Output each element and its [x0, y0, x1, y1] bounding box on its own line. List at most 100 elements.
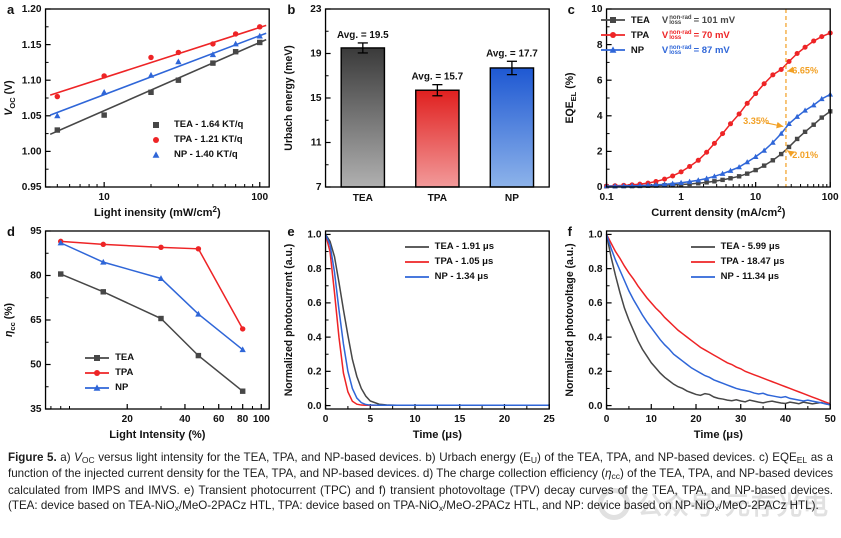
caption-segment: x [438, 503, 444, 513]
x-tick-label: 5 [368, 414, 374, 425]
line-swatch-icon [690, 245, 715, 248]
legend-label: TPA - 1.21 KT/q [173, 134, 243, 146]
svg-text:VOC (V): VOC (V) [3, 80, 17, 115]
svg-text:Urbach energy (meV): Urbach energy (meV) [283, 45, 295, 150]
line-swatch-icon [690, 260, 715, 263]
y-tick-label: 1.05 [22, 111, 42, 122]
watermark: 公众号·元存光电 [597, 486, 829, 522]
x-axis-ticks: 20 40 60 80 100 [50, 404, 270, 425]
x-tick-label: 0 [603, 414, 609, 425]
square-marker-swatch-icon [85, 354, 110, 361]
caption-segment: V [74, 451, 82, 464]
x-tick-label: 15 [454, 414, 466, 425]
line-swatch-icon [404, 275, 429, 278]
axes: 7 11 15 19 23 Urbach energy (meV) [283, 4, 331, 193]
legend-item: NP [84, 381, 134, 395]
y-axis-label: Urbach energy (meV) [283, 45, 295, 150]
annotation-label: 6.65% [792, 65, 818, 75]
series-TEA [603, 109, 833, 189]
legend-series-name: TEA [630, 14, 650, 26]
triangle-marker-swatch-icon [152, 151, 160, 158]
x-axis-ticks: 10 100 [56, 182, 269, 203]
plot-frame [325, 8, 551, 188]
x-axis-ticks: 0 5 10 15 20 25 [323, 404, 556, 425]
y-tick-label: 4 [597, 111, 603, 122]
legend-label: TPA [115, 367, 134, 379]
bar-avg-label: Avg. = 19.5 [337, 30, 389, 41]
y-tick-label: 11 [311, 138, 322, 149]
figure-panels: a 10 100 0.95 1.00 1.05 1.10 1.15 1.20 Light ine… [0, 0, 841, 444]
x-tick-label: 40 [179, 414, 191, 425]
y-tick-label: 95 [30, 226, 42, 237]
y-tick-label: 15 [311, 93, 323, 104]
y-tick-label: 0.8 [588, 264, 602, 275]
y-tick-label: 0.4 [588, 332, 602, 343]
panel-b-urbach-energy: b 7 11 15 19 23 Urbach energy (meV) Avg. = 19.… [280, 0, 560, 222]
bar-NP [489, 67, 535, 188]
caption-segment: ) of the TEA, TPA, and NP-based devices … [8, 467, 833, 512]
caption-segment: cc [611, 471, 621, 482]
legend-label: NP - 11.34 μs [720, 271, 780, 283]
y-tick-label: 0.95 [22, 182, 42, 193]
y-tick-label: 23 [311, 4, 323, 15]
panel-c-chart: 0.1 1 10 100 0 2 4 6 8 10 Current density (mA/cm2)… [564, 4, 839, 219]
caption-segment: η [605, 467, 612, 481]
series-TEA [605, 234, 831, 406]
legend-label: TEA [115, 352, 135, 364]
svg-text:Normalized photocurrent (a.u.): Normalized photocurrent (a.u.) [283, 244, 295, 397]
x-axis-label: Light inensity (mW/cm2) [94, 205, 221, 219]
x-tick-label: 1 [678, 192, 684, 203]
triangle-marker-swatch-icon [600, 46, 625, 54]
panel-c-eqe-el: c 0.1 1 10 100 0 2 4 6 8 10 Current density (mA/cm… [561, 0, 841, 222]
legend-item: TPA - 1.05 μs [404, 255, 494, 269]
y-tick-label: 80 [30, 271, 42, 282]
y-tick-label: 0.8 [308, 264, 322, 275]
x-tick-label: 30 [735, 414, 747, 425]
series-NP [325, 234, 550, 406]
series-TEA [57, 271, 246, 394]
x-tick-label: 20 [122, 414, 134, 425]
caption-segment: Figure 5. [8, 451, 57, 464]
caption-segment: x [174, 503, 179, 513]
panel-label-f: f [567, 224, 572, 239]
panel-label-b: b [287, 2, 296, 17]
x-tick-label: 20 [690, 414, 702, 425]
x-tick-label: 20 [499, 414, 511, 425]
caption-segment: OC [81, 455, 95, 465]
line-swatch-icon [404, 260, 429, 263]
y-axis-label: VOC (V) [3, 80, 17, 115]
triangle-marker-swatch-icon [85, 384, 110, 391]
panel-e-tpc-decay: e 0 5 10 15 20 25 0.0 0.2 0.4 0.6 0.8 1.0 Time (μs) N… [280, 222, 560, 444]
x-axis-label: Current density (mA/cm2) [651, 205, 785, 219]
series-NP [605, 234, 831, 406]
x-tick-label: 100 [251, 192, 268, 203]
x-tick-label: 60 [213, 414, 225, 425]
legend-item: TEA [84, 351, 134, 365]
legend-item: TPA [84, 366, 134, 380]
svg-text:EQEEL (%): EQEEL (%) [564, 72, 578, 123]
y-axis-label: EQEEL (%) [564, 72, 578, 123]
y-tick-label: 0.0 [308, 401, 322, 412]
figure-caption: Figure 5. a) VOC versus light intensity … [0, 444, 841, 514]
panel-a-voc-vs-light-intensity: a 10 100 0.95 1.00 1.05 1.10 1.15 1.20 Light ine… [0, 0, 280, 222]
x-tick-label: 50 [824, 414, 836, 425]
plot-frame [605, 8, 831, 188]
bar-category-label: NP [505, 193, 519, 204]
y-tick-label: 10 [591, 4, 603, 15]
legend-label: TPA - 18.47 μs [720, 256, 785, 268]
caption-segment: as a function of the injected current de… [8, 451, 833, 481]
y-tick-label: 0.4 [308, 332, 322, 343]
axes: 0 10 20 30 40 50 0.0 0.2 0.4 0.6 0.8 1.0 Time (μs) No… [564, 230, 836, 441]
y-axis-ticks: 0.0 0.2 0.4 0.6 0.8 1.0 [308, 230, 331, 412]
plot-frame [44, 230, 270, 410]
y-tick-label: 7 [316, 182, 322, 193]
panel-label-c: c [567, 2, 575, 17]
x-tick-label: 10 [645, 414, 657, 425]
x-tick-label: 0.1 [599, 192, 613, 203]
circle-marker-swatch-icon [85, 369, 110, 376]
series-TEA [49, 38, 267, 136]
legend-item: TPA - 18.47 μs [690, 255, 785, 269]
axes: 0.1 1 10 100 0 2 4 6 8 10 Current density (mA/cm2)… [564, 4, 839, 219]
